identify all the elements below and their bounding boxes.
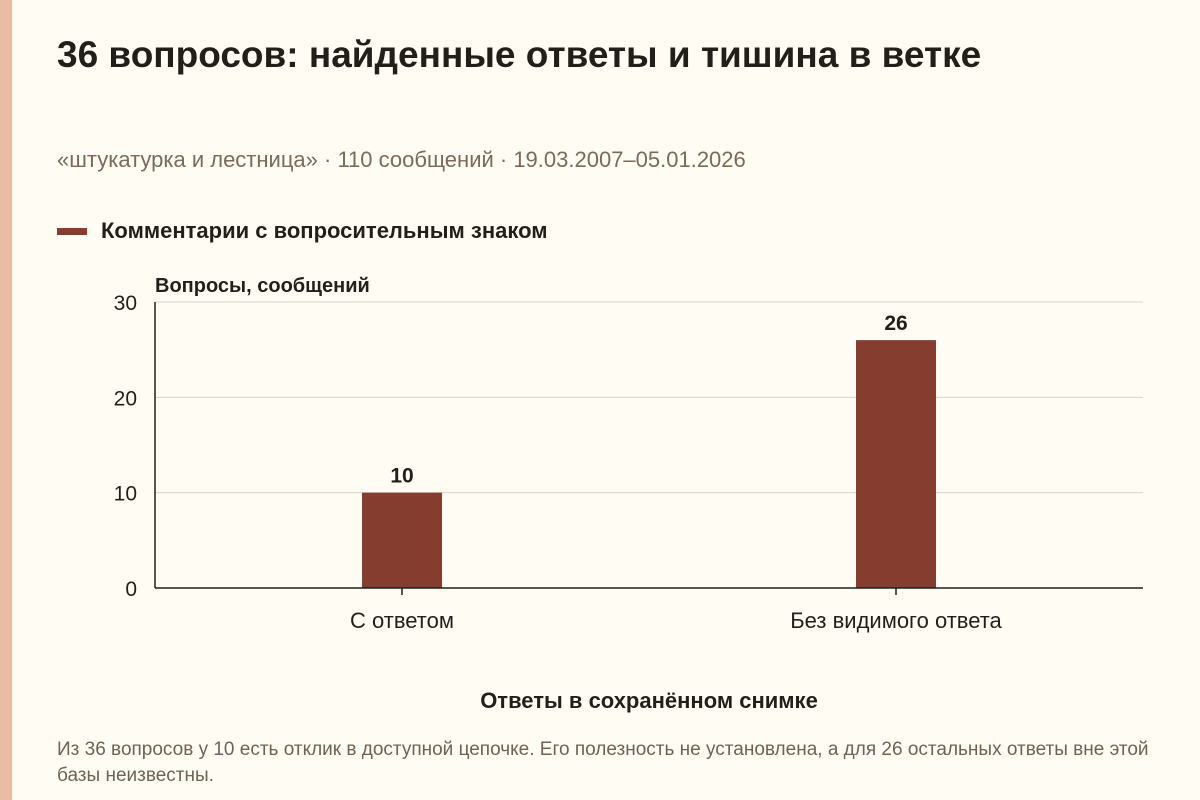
y-tick-label: 10 bbox=[114, 483, 137, 506]
accent-bar bbox=[0, 0, 12, 800]
chart-subtitle: «штукатурка и лестница» · 110 сообщений … bbox=[57, 147, 746, 172]
legend: Комментарии с вопросительным знаком bbox=[57, 218, 548, 244]
bar bbox=[362, 492, 442, 588]
chart-title: 36 вопросов: найденные ответы и тишина в… bbox=[57, 34, 982, 75]
x-axis-label: Ответы в сохранённом снимке bbox=[480, 688, 818, 713]
y-axis-label: Вопросы, сообщений bbox=[155, 275, 370, 297]
legend-label: Комментарии с вопросительным знаком bbox=[101, 218, 548, 243]
data-label: 10 bbox=[390, 465, 413, 488]
data-label: 26 bbox=[884, 312, 907, 335]
x-tick-label: Без видимого ответа bbox=[790, 608, 1002, 633]
footnote: Из 36 вопросов у 10 есть отклик в доступ… bbox=[57, 739, 1149, 786]
y-tick-label: 30 bbox=[114, 292, 137, 315]
legend-swatch bbox=[57, 227, 87, 235]
y-tick-label: 0 bbox=[125, 578, 137, 601]
bar bbox=[856, 340, 936, 588]
y-tick-label: 20 bbox=[114, 387, 137, 410]
x-tick-label: С ответом bbox=[350, 608, 454, 633]
